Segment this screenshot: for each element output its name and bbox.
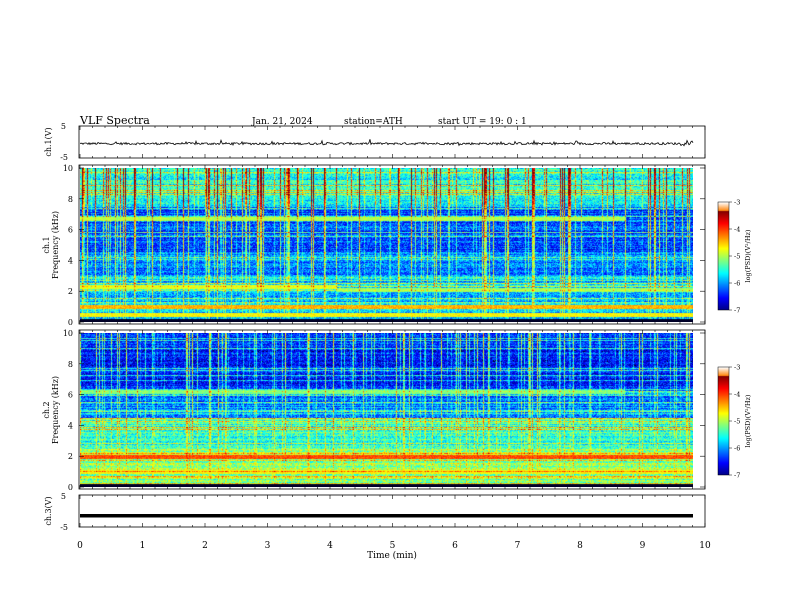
ch1-colorbar: -3 -4 -5 -6 -7 log(PSD)(V²/Hz) [717, 199, 752, 315]
colorbar-tick-label: -6 [734, 445, 740, 453]
time-tick-label: 5 [390, 541, 396, 551]
colorbar-tick-label: -7 [734, 307, 740, 315]
ch1-channel-label: ch.1 [42, 236, 51, 253]
colorbar-tick-label: -4 [734, 226, 740, 234]
ch3-ytick-bottom: -5 [60, 523, 68, 532]
time-tick-label: 6 [452, 541, 458, 551]
ch1-colorbar-gradient [718, 202, 729, 310]
time-tick-label: 10 [699, 541, 711, 551]
freq-tick-label: 6 [68, 391, 73, 400]
ch1-tick-marks [79, 126, 706, 158]
ch2-colorbar-label: log(PSD)(V²/Hz) [744, 394, 752, 447]
ch2-spectrogram-image [80, 333, 693, 487]
ch1-ytick-bottom: -5 [60, 153, 68, 162]
freq-tick-label: 0 [68, 318, 73, 327]
colorbar-tick-label: -6 [734, 280, 740, 288]
ch1-waveform-trace [80, 138, 694, 147]
colorbar-tick-label: -5 [734, 253, 740, 261]
freq-tick-label: 10 [63, 164, 73, 173]
ch1-colorbar-ticks: -3 -4 -5 -6 -7 [729, 199, 740, 315]
ch1-colorbar-label: log(PSD)(V²/Hz) [744, 229, 752, 282]
time-tick-label: 4 [327, 541, 333, 551]
ch3-tick-marks [79, 495, 706, 527]
freq-tick-label: 8 [68, 360, 73, 369]
ch3-ylabel: ch.3(V) [44, 496, 53, 525]
ch2-colorbar-ticks: -3 -4 -5 -6 -7 [729, 364, 740, 480]
ch3-waveform-panel: 5 -5 ch.3(V) [44, 492, 706, 532]
station-label: station=ATH [344, 117, 403, 127]
colorbar-tick-label: -7 [734, 472, 740, 480]
freq-tick-label: 6 [68, 226, 73, 235]
time-tick-label: 2 [202, 541, 208, 551]
freq-tick-label: 4 [68, 256, 73, 265]
colorbar-tick-label: -4 [734, 391, 740, 399]
freq-tick-label: 4 [68, 421, 73, 430]
ch2-frequency-ticks: 10 8 6 4 2 0 [63, 329, 705, 492]
colorbar-tick-label: -5 [734, 418, 740, 426]
freq-tick-label: 0 [68, 483, 73, 492]
ch3-ytick-top: 5 [61, 492, 66, 501]
time-tick-label: 1 [140, 541, 146, 551]
ch2-colorbar: -3 -4 -5 -6 -7 log(PSD)(V²/Hz) [717, 364, 752, 480]
ch3-waveform-frame [78, 494, 706, 528]
figure-title: VLF Spectra [79, 114, 150, 127]
time-tick-label: 8 [577, 541, 583, 551]
ch1-waveform-frame [78, 125, 706, 159]
time-axis-label: Time (min) [367, 550, 417, 561]
time-axis-tick-labels: 0 1 2 3 4 5 6 7 8 9 10 [77, 541, 711, 551]
ch1-spectrogram-panel: 10 8 6 4 2 0 ch.1 Frequency (kHz) [42, 164, 706, 327]
time-tick-label: 0 [77, 541, 83, 551]
ch1-ylabel: ch.1(V) [44, 127, 53, 156]
start-time-label: start UT = 19: 0 : 1 [438, 117, 527, 127]
ch1-spectrogram-image [80, 168, 693, 322]
time-tick-label: 3 [265, 541, 271, 551]
colorbar-tick-label: -3 [734, 199, 740, 207]
ch2-colorbar-gradient [718, 367, 729, 475]
ch1-frequency-label: Frequency (kHz) [51, 211, 60, 279]
time-tick-label: 9 [640, 541, 646, 551]
ch2-spectrogram-panel: 10 8 6 4 2 0 ch.2 Frequency (kHz) [42, 329, 706, 492]
time-tick-label: 7 [515, 541, 521, 551]
date-label: Jan. 21, 2024 [251, 117, 313, 127]
ch2-time-ticks [79, 330, 706, 489]
freq-tick-label: 2 [68, 287, 73, 296]
ch1-ytick-top: 5 [61, 122, 66, 131]
freq-tick-label: 8 [68, 195, 73, 204]
ch2-frequency-label: Frequency (kHz) [51, 376, 60, 444]
ch2-channel-label: ch.2 [42, 401, 51, 418]
ch1-waveform-panel: 5 -5 ch.1(V) [44, 122, 706, 162]
freq-tick-label: 2 [68, 452, 73, 461]
freq-tick-label: 10 [63, 329, 73, 338]
ch1-time-ticks [79, 165, 706, 324]
colorbar-tick-label: -3 [734, 364, 740, 372]
